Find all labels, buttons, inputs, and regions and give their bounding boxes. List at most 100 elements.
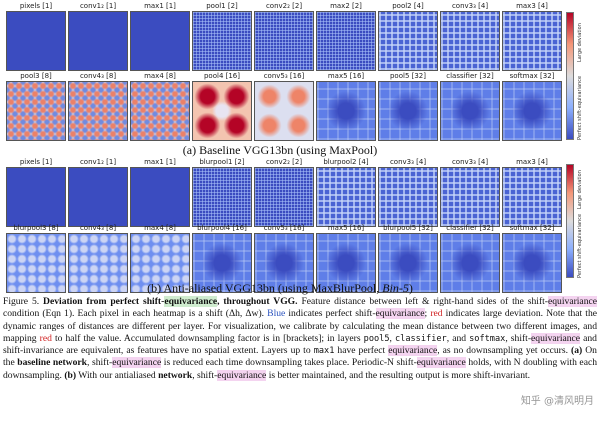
figure-label: Figure 5. (3, 296, 40, 307)
panel-a-cell: softmax [32] (502, 72, 562, 141)
layer-label: conv3₃ [4] (451, 2, 489, 10)
panel-a-cell: max1 [1] (130, 2, 190, 71)
panel-b-cell: blurpool5 [32] (378, 224, 438, 293)
heatmap (502, 167, 562, 227)
panel-b-cell: blurpool1 [2] (192, 158, 252, 227)
heatmap (68, 167, 128, 227)
colorbar-b (566, 164, 574, 278)
heatmap (378, 11, 438, 71)
heatmap (440, 11, 500, 71)
panel-b-cell: blurpool4 [16] (192, 224, 252, 293)
panel-a: pixels [1] conv1₂ [1] max1 [1] pool1 [2] con… (0, 0, 600, 158)
layer-label: pool3 [8] (20, 72, 52, 80)
panel-b-cell: conv3₃ [4] (378, 158, 438, 227)
heatmap (254, 233, 314, 293)
layer-label: conv4₃ [8] (79, 224, 117, 232)
heatmap (378, 167, 438, 227)
panel-a-cell: max3 [4] (502, 2, 562, 71)
layer-label: conv4₃ [8] (79, 72, 117, 80)
heatmap (316, 167, 376, 227)
heatmap (440, 167, 500, 227)
layer-label: pool5 [32] (389, 72, 426, 80)
layer-label: pool2 [4] (392, 2, 424, 10)
layer-label: max4 [8] (144, 72, 176, 80)
layer-label: blurpool4 [16] (197, 224, 247, 232)
layer-label: conv5₃ [16] (263, 224, 305, 232)
layer-label: blurpool2 [4] (323, 158, 369, 166)
layer-label: classifier [32] (446, 224, 494, 232)
heatmap (316, 233, 376, 293)
layer-label: softmax [32] (509, 72, 555, 80)
panel-a-cell: pool1 [2] (192, 2, 252, 71)
heatmap (130, 167, 190, 227)
panel-b-cell: conv2₂ [2] (254, 158, 314, 227)
layer-label: conv1₂ [1] (79, 2, 117, 10)
colorbar-a-bottom-label: Perfect shift-equivariance (577, 75, 583, 140)
heatmap (130, 11, 190, 71)
layer-label: pixels [1] (19, 158, 53, 166)
colorbar-b-top-label: Large deviation (577, 170, 583, 209)
layer-label: blurpool5 [32] (383, 224, 433, 232)
heatmap (68, 81, 128, 141)
heatmap (440, 233, 500, 293)
panel-b-cell: max3 [4] (502, 158, 562, 227)
panel-b-cell: max1 [1] (130, 158, 190, 227)
panel-b-cell: blurpool3 [8] (6, 224, 66, 293)
panel-a-cell: pool2 [4] (378, 2, 438, 71)
panel-a-cell: max2 [2] (316, 2, 376, 71)
layer-label: pool1 [2] (206, 2, 238, 10)
heatmap (254, 81, 314, 141)
heatmap (378, 81, 438, 141)
layer-label: conv1₂ [1] (79, 158, 117, 166)
panel-a-cell: pool5 [32] (378, 72, 438, 141)
layer-label: conv2₂ [2] (265, 2, 303, 10)
heatmap (6, 233, 66, 293)
panel-b-cell: conv4₃ [8] (68, 224, 128, 293)
layer-label: pool4 [16] (203, 72, 240, 80)
layer-label: blurpool3 [8] (13, 224, 59, 232)
watermark: 知乎 @清风明月 (520, 396, 594, 407)
panel-a-cell: max4 [8] (130, 72, 190, 141)
layer-label: softmax [32] (509, 224, 555, 232)
layer-label: blurpool1 [2] (199, 158, 245, 166)
heatmap (192, 233, 252, 293)
panel-b-cell: softmax [32] (502, 224, 562, 293)
panel-a-cell: conv3₃ [4] (440, 2, 500, 71)
panel-a-cell: conv2₂ [2] (254, 2, 314, 71)
heatmap (6, 11, 66, 71)
layer-label: max3 [4] (516, 158, 548, 166)
panel-b-cell: max4 [8] (130, 224, 190, 293)
panel-a-cell: pool4 [16] (192, 72, 252, 141)
layer-label: pixels [1] (19, 2, 53, 10)
layer-label: classifier [32] (446, 72, 494, 80)
heatmap (192, 167, 252, 227)
heatmap (6, 81, 66, 141)
layer-label: max5 [16] (327, 224, 365, 232)
layer-label: max2 [2] (330, 2, 362, 10)
panel-b-cell: blurpool2 [4] (316, 158, 376, 227)
panel-a-cell: conv4₃ [8] (68, 72, 128, 141)
panel-b: pixels [1] conv1₂ [1] max1 [1] blurpool1 [2… (0, 158, 600, 293)
heatmap (254, 167, 314, 227)
layer-label: max1 [1] (144, 158, 176, 166)
panel-b-cell: conv3₃ [4] (440, 158, 500, 227)
layer-label: max1 [1] (144, 2, 176, 10)
panel-b-cell: conv5₃ [16] (254, 224, 314, 293)
heatmap (68, 11, 128, 71)
colorbar-a-top-label: Large deviation (577, 23, 583, 62)
heatmap (130, 81, 190, 141)
panel-b-cell: classifier [32] (440, 224, 500, 293)
panel-b-cell: conv1₂ [1] (68, 158, 128, 227)
heatmap (130, 233, 190, 293)
heatmap (192, 11, 252, 71)
heatmap (6, 167, 66, 227)
layer-label: max3 [4] (516, 2, 548, 10)
figure-caption: Figure 5. Deviation from perfect shift-e… (3, 296, 598, 381)
layer-label: conv3₃ [4] (389, 158, 427, 166)
heatmap (316, 81, 376, 141)
panel-b-caption: (b) Anti-aliased VGG13bn (using MaxBlurP… (147, 281, 413, 295)
panel-a-cell: conv5₃ [16] (254, 72, 314, 141)
colorbar-a (566, 12, 574, 140)
layer-label: conv5₃ [16] (263, 72, 305, 80)
panel-a-caption: (a) Baseline VGG13bn (using MaxPool) (182, 143, 378, 157)
